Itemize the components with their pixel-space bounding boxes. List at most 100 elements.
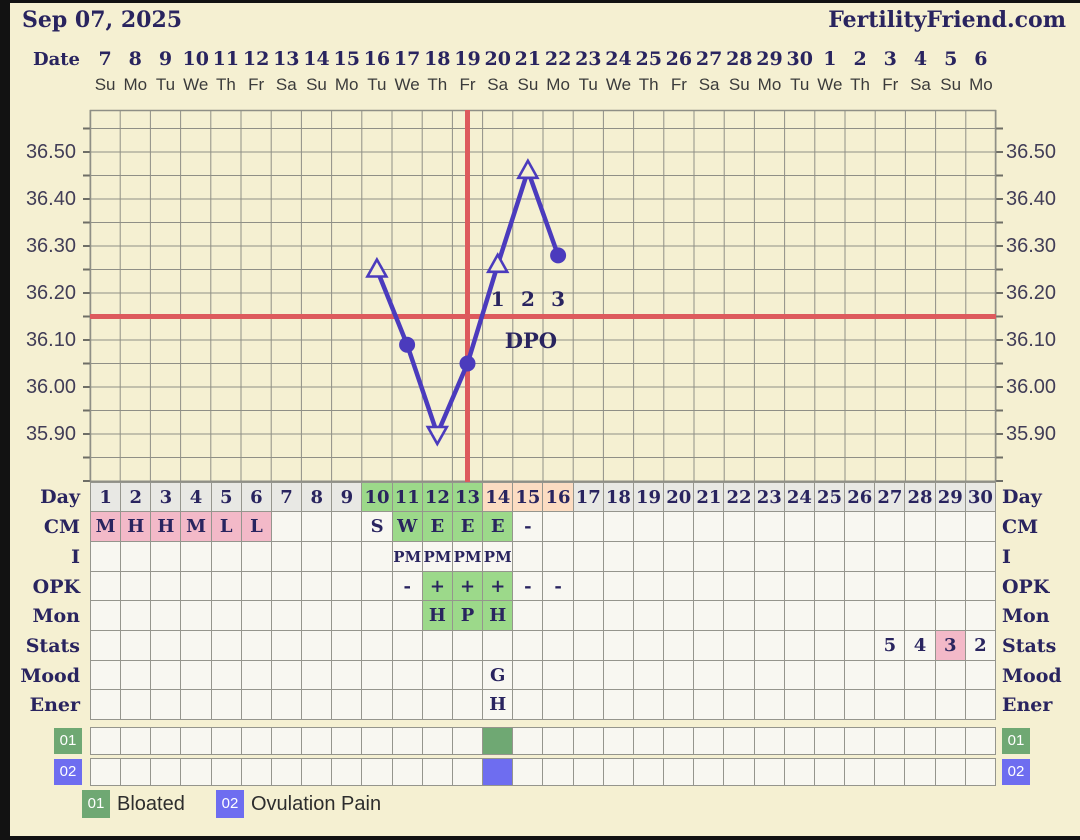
s02-cell-day-9[interactable] xyxy=(332,759,362,785)
mood-cell-day-20[interactable] xyxy=(664,661,694,689)
day-cell-day-2[interactable]: 2 xyxy=(121,483,151,511)
mood-cell-day-19[interactable] xyxy=(633,661,664,689)
s01-cell-day-10[interactable] xyxy=(362,728,392,754)
s02-cell-day-8[interactable] xyxy=(302,759,332,785)
mon-cell-day-11[interactable] xyxy=(392,601,422,630)
opk-cell-day-29[interactable] xyxy=(935,572,965,600)
ener-cell-day-5[interactable] xyxy=(211,690,241,719)
s02-cell-day-4[interactable] xyxy=(181,759,211,785)
s01-cell-day-3[interactable] xyxy=(151,728,181,754)
i-cell-day-5[interactable] xyxy=(211,542,241,571)
mood-cell-day-25[interactable] xyxy=(814,661,845,689)
day-cell-day-9[interactable]: 9 xyxy=(332,483,362,511)
opk-cell-day-10[interactable] xyxy=(362,572,392,600)
s01-cell-day-29[interactable] xyxy=(935,728,965,754)
mon-cell-day-18[interactable] xyxy=(603,601,633,630)
s02-cell-day-25[interactable] xyxy=(814,759,845,785)
mon-cell-day-2[interactable] xyxy=(121,601,151,630)
stats-cell-day-10[interactable] xyxy=(362,631,392,660)
s02-cell-day-20[interactable] xyxy=(664,759,694,785)
temp-point-day-12[interactable] xyxy=(425,425,450,447)
s02-cell-day-17[interactable] xyxy=(573,759,603,785)
s02-cell-day-11[interactable] xyxy=(392,759,422,785)
s01-cell-day-13[interactable] xyxy=(452,728,483,754)
cm-cell-day-26[interactable] xyxy=(845,512,875,541)
mood-cell-day-5[interactable] xyxy=(211,661,241,689)
mon-cell-day-4[interactable] xyxy=(181,601,211,630)
ener-cell-day-25[interactable] xyxy=(814,690,845,719)
day-cell-day-6[interactable]: 6 xyxy=(241,483,271,511)
mood-cell-day-22[interactable] xyxy=(724,661,754,689)
ener-cell-day-13[interactable] xyxy=(452,690,483,719)
stats-cell-day-29[interactable]: 3 xyxy=(935,631,965,660)
s01-cell-day-15[interactable] xyxy=(513,728,543,754)
mood-cell-day-21[interactable] xyxy=(694,661,724,689)
s01-cell-day-4[interactable] xyxy=(181,728,211,754)
s02-cell-day-5[interactable] xyxy=(211,759,241,785)
ener-cell-day-4[interactable] xyxy=(181,690,211,719)
day-cell-day-8[interactable]: 8 xyxy=(302,483,332,511)
s02-cell-day-27[interactable] xyxy=(875,759,905,785)
mood-cell-day-17[interactable] xyxy=(573,661,603,689)
s01-cell-day-24[interactable] xyxy=(784,728,814,754)
stats-cell-day-28[interactable]: 4 xyxy=(905,631,935,660)
opk-cell-day-9[interactable] xyxy=(332,572,362,600)
mood-cell-day-11[interactable] xyxy=(392,661,422,689)
mood-cell-day-24[interactable] xyxy=(784,661,814,689)
cm-cell-day-5[interactable]: L xyxy=(211,512,241,541)
temp-point-day-13[interactable] xyxy=(459,355,476,372)
cm-cell-day-22[interactable] xyxy=(724,512,754,541)
ener-cell-day-12[interactable] xyxy=(422,690,452,719)
mon-cell-day-24[interactable] xyxy=(784,601,814,630)
opk-cell-day-4[interactable] xyxy=(181,572,211,600)
mon-cell-day-8[interactable] xyxy=(302,601,332,630)
s01-cell-day-17[interactable] xyxy=(573,728,603,754)
mood-cell-day-26[interactable] xyxy=(845,661,875,689)
opk-cell-day-13[interactable]: + xyxy=(452,572,483,600)
opk-cell-day-15[interactable]: - xyxy=(513,572,543,600)
day-cell-day-24[interactable]: 24 xyxy=(784,483,814,511)
cm-cell-day-20[interactable] xyxy=(664,512,694,541)
opk-cell-day-7[interactable] xyxy=(271,572,302,600)
mon-cell-day-28[interactable] xyxy=(905,601,935,630)
day-cell-day-27[interactable]: 27 xyxy=(875,483,905,511)
opk-cell-day-3[interactable] xyxy=(151,572,181,600)
mood-cell-day-16[interactable] xyxy=(543,661,573,689)
s02-cell-day-13[interactable] xyxy=(452,759,483,785)
opk-cell-day-20[interactable] xyxy=(664,572,694,600)
s01-cell-day-2[interactable] xyxy=(121,728,151,754)
day-cell-day-20[interactable]: 20 xyxy=(664,483,694,511)
mon-cell-day-13[interactable]: P xyxy=(452,601,483,630)
i-cell-day-10[interactable] xyxy=(362,542,392,571)
ener-cell-day-29[interactable] xyxy=(935,690,965,719)
temp-point-day-16[interactable] xyxy=(550,247,567,264)
opk-cell-day-30[interactable] xyxy=(965,572,995,600)
i-cell-day-16[interactable] xyxy=(543,542,573,571)
opk-cell-day-16[interactable]: - xyxy=(543,572,573,600)
opk-cell-day-6[interactable] xyxy=(241,572,271,600)
day-cell-day-29[interactable]: 29 xyxy=(935,483,965,511)
s01-cell-day-23[interactable] xyxy=(754,728,784,754)
stats-cell-day-9[interactable] xyxy=(332,631,362,660)
mood-cell-day-1[interactable] xyxy=(91,661,121,689)
opk-cell-day-5[interactable] xyxy=(211,572,241,600)
day-cell-day-4[interactable]: 4 xyxy=(181,483,211,511)
ener-cell-day-3[interactable] xyxy=(151,690,181,719)
stats-cell-day-2[interactable] xyxy=(121,631,151,660)
cm-cell-day-17[interactable] xyxy=(573,512,603,541)
ener-cell-day-2[interactable] xyxy=(121,690,151,719)
s01-cell-day-1[interactable] xyxy=(91,728,121,754)
i-cell-day-14[interactable]: PM xyxy=(483,542,513,571)
i-cell-day-27[interactable] xyxy=(875,542,905,571)
stats-cell-day-27[interactable]: 5 xyxy=(875,631,905,660)
stats-cell-day-16[interactable] xyxy=(543,631,573,660)
opk-cell-day-21[interactable] xyxy=(694,572,724,600)
cm-cell-day-1[interactable]: M xyxy=(91,512,121,541)
mood-cell-day-9[interactable] xyxy=(332,661,362,689)
stats-cell-day-4[interactable] xyxy=(181,631,211,660)
ener-cell-day-28[interactable] xyxy=(905,690,935,719)
cm-cell-day-15[interactable]: - xyxy=(513,512,543,541)
s01-cell-day-8[interactable] xyxy=(302,728,332,754)
mon-cell-day-21[interactable] xyxy=(694,601,724,630)
mon-cell-day-10[interactable] xyxy=(362,601,392,630)
